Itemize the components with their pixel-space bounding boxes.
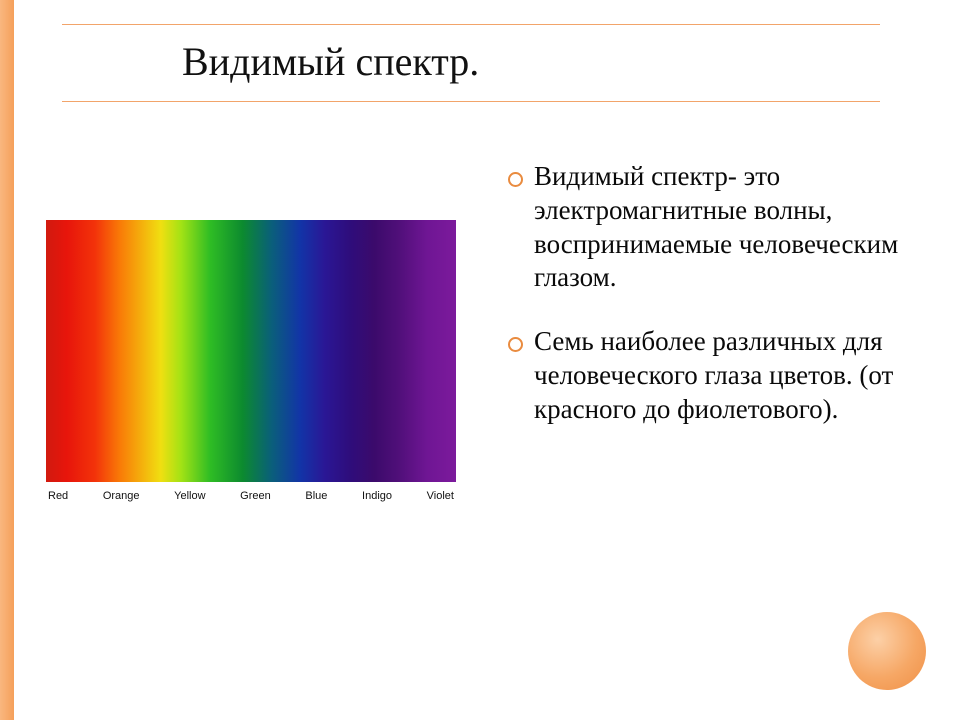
left-accent-bar: [0, 0, 14, 720]
spectrum-label: Red: [48, 490, 68, 502]
content-row: Red Orange Yellow Green Blue Indigo Viol…: [46, 160, 904, 680]
bullet-item: Видимый спектр- это электромагнитные вол…: [506, 160, 904, 295]
spectrum-color-labels: Red Orange Yellow Green Blue Indigo Viol…: [46, 482, 456, 502]
spectrum-label: Green: [240, 490, 271, 502]
spectrum-column: Red Orange Yellow Green Blue Indigo Viol…: [46, 160, 476, 680]
spectrum-label: Blue: [305, 490, 327, 502]
spectrum-label: Indigo: [362, 490, 392, 502]
slide-title: Видимый спектр.: [62, 24, 880, 102]
slide-root: Видимый спектр. Red Orange Yellow Green …: [0, 0, 960, 720]
bullet-text: Видимый спектр- это электромагнитные вол…: [534, 161, 898, 292]
text-column: Видимый спектр- это электромагнитные вол…: [476, 160, 904, 680]
bullet-text: Семь наиболее различных для человеческог…: [534, 326, 893, 424]
spectrum-label: Orange: [103, 490, 140, 502]
bullet-list: Видимый спектр- это электромагнитные вол…: [506, 160, 904, 426]
spectrum-label: Yellow: [174, 490, 205, 502]
visible-spectrum-gradient: [46, 220, 456, 482]
bullet-item: Семь наиболее различных для человеческог…: [506, 325, 904, 426]
spectrum-label: Violet: [427, 490, 454, 502]
title-container: Видимый спектр.: [62, 24, 880, 102]
